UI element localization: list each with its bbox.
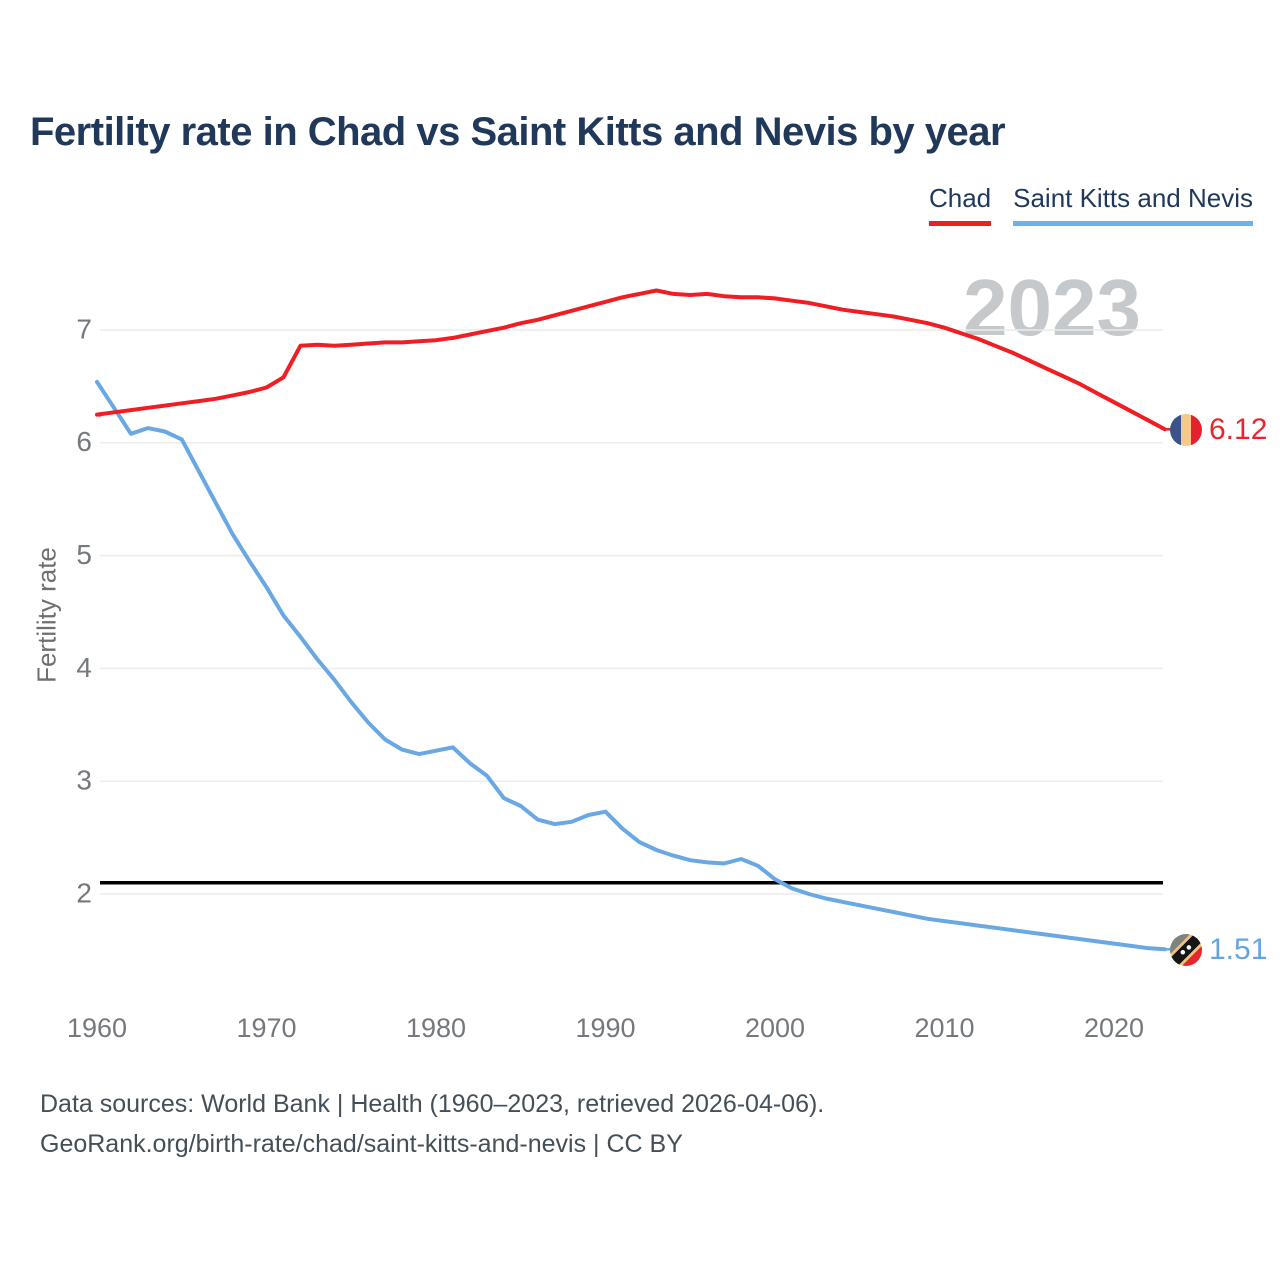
chad-end-value: 6.12 [1209,413,1268,446]
legend-item-saint-kitts-and-nevis[interactable]: Saint Kitts and Nevis [1013,183,1253,226]
x-tick-2010: 2010 [914,1013,974,1043]
y-tick-3: 3 [76,765,92,796]
x-tick-2000: 2000 [745,1013,805,1043]
saint-kitts-and-nevis-end-value: 1.51 [1209,933,1268,966]
y-tick-5: 5 [76,539,92,570]
legend-item-chad[interactable]: Chad [928,183,992,226]
footer-data-sources: Data sources: World Bank | Health (1960–… [40,1090,825,1118]
y-tick-6: 6 [76,426,92,457]
x-tick-1970: 1970 [236,1013,296,1043]
chad-flag-icon [1170,414,1202,446]
series-line-saint-kitts-and-nevis[interactable] [95,379,1167,952]
x-tick-2020: 2020 [1084,1013,1144,1043]
x-tick-1980: 1980 [406,1013,466,1043]
saint-kitts-and-nevis-flag-icon [1170,934,1202,966]
y-tick-2: 2 [76,877,92,908]
x-tick-1960: 1960 [67,1013,127,1043]
year-watermark: 2023 [963,263,1141,352]
series-line-chad[interactable] [95,288,1167,432]
y-tick-4: 4 [76,652,92,683]
chad-end-label: 6.12 [1170,413,1267,447]
saint-kitts-and-nevis-end-label: 1.51 [1170,933,1267,967]
y-tick-7: 7 [76,313,92,344]
x-tick-1990: 1990 [575,1013,635,1043]
legend: Chad Saint Kitts and Nevis [928,183,1253,226]
footer-url: GeoRank.org/birth-rate/chad/saint-kitts-… [40,1130,683,1158]
footer-attribution: Data sources: World Bank | Health (1960–… [40,1084,824,1164]
page-title: Fertility rate in Chad vs Saint Kitts an… [30,110,1006,154]
